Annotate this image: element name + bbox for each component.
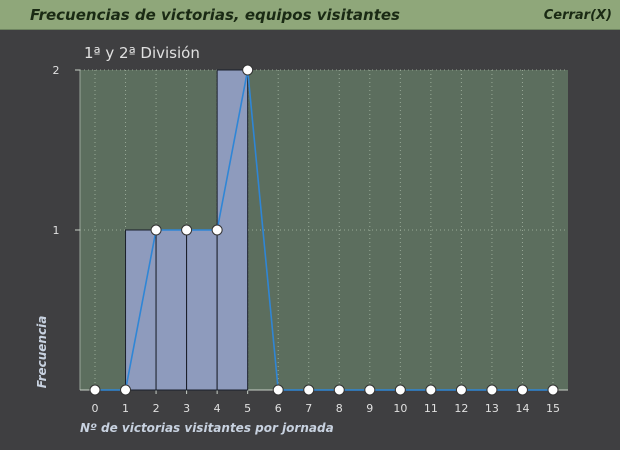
window-title: Frecuencias de victorias, equipos visita…	[30, 6, 400, 24]
y-axis-label: Frecuencia	[35, 315, 49, 389]
data-point	[333, 384, 345, 396]
x-tick-label: 11	[424, 402, 438, 415]
x-tick-label: 8	[336, 402, 343, 415]
frequency-chart: 120 1 2 3 4 5 6 7 8 9 10 11 12 13 14 15	[53, 64, 568, 415]
data-point	[486, 384, 498, 396]
series-line	[95, 69, 553, 391]
x-tick-label: 15	[546, 402, 560, 415]
data-point	[303, 384, 315, 396]
x-tick-label: 2	[153, 402, 160, 415]
data-point	[211, 224, 223, 236]
x-tick-label: 6	[275, 402, 282, 415]
title-bar: Frecuencias de victorias, equipos visita…	[0, 0, 620, 30]
x-tick-label: 7	[305, 402, 312, 415]
data-point	[242, 64, 254, 76]
data-point	[394, 384, 406, 396]
y-tick-label: 1	[53, 224, 60, 237]
data-point	[272, 384, 284, 396]
bar	[155, 229, 188, 391]
x-tick-label: 0	[92, 402, 99, 415]
data-point	[89, 384, 101, 396]
data-point	[455, 384, 467, 396]
y-tick-label: 2	[53, 64, 60, 77]
x-tick-label: 4	[214, 402, 221, 415]
close-button[interactable]: Cerrar(X)	[543, 8, 612, 23]
data-point	[425, 384, 437, 396]
x-tick-label: 13	[485, 402, 499, 415]
x-tick-label: 12	[454, 402, 468, 415]
data-point	[364, 384, 376, 396]
data-point	[120, 384, 132, 396]
x-tick-label: 10	[393, 402, 407, 415]
x-tick-label: 3	[183, 402, 190, 415]
data-point	[547, 384, 559, 396]
chart-title: 1ª y 2ª División	[84, 44, 200, 62]
x-tick-label: 5	[244, 402, 251, 415]
x-tick-label: 1	[122, 402, 129, 415]
data-point	[516, 384, 528, 396]
data-point	[150, 224, 162, 236]
x-tick-label: 9	[366, 402, 373, 415]
data-point	[181, 224, 193, 236]
bar	[186, 229, 218, 391]
x-axis-label: Nº de victorias visitantes por jornada	[80, 421, 334, 435]
x-tick-label: 14	[515, 402, 529, 415]
